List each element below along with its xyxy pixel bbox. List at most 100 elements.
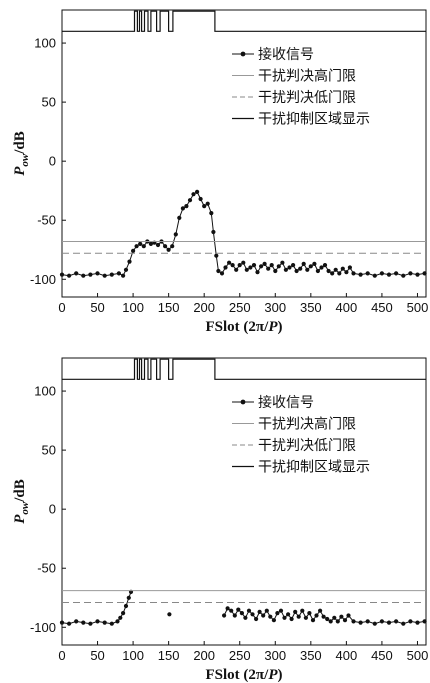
received-signal-point bbox=[95, 619, 100, 624]
received-signal-point bbox=[394, 271, 399, 276]
received-signal-point bbox=[408, 271, 413, 276]
x-tick-label: 0 bbox=[58, 648, 65, 663]
received-signal-point bbox=[163, 244, 168, 249]
received-signal-point bbox=[229, 608, 234, 613]
received-signal-point bbox=[358, 620, 363, 625]
x-tick-label: 350 bbox=[300, 648, 322, 663]
received-signal-point bbox=[322, 263, 328, 268]
received-signal-point bbox=[255, 270, 260, 275]
suppression-region-line bbox=[62, 10, 426, 32]
received-signal-point bbox=[286, 612, 291, 617]
x-tick-label: 400 bbox=[336, 648, 358, 663]
received-signal-point bbox=[269, 263, 274, 268]
received-signal-point bbox=[234, 267, 239, 272]
received-signal-point bbox=[365, 619, 370, 624]
y-tick-label: 100 bbox=[34, 36, 56, 51]
received-signal-point bbox=[205, 201, 210, 206]
received-signal-point bbox=[59, 620, 65, 625]
received-signal-point bbox=[230, 263, 235, 268]
received-signal-point bbox=[95, 271, 100, 276]
received-signal-point bbox=[330, 271, 335, 276]
received-signal-point bbox=[310, 618, 316, 623]
received-signal-point bbox=[237, 263, 242, 268]
x-tick-label: 250 bbox=[229, 300, 251, 315]
received-signal-point bbox=[300, 608, 305, 613]
received-signal-point bbox=[167, 612, 172, 617]
legend-label: 干扰抑制区域显示 bbox=[258, 112, 370, 128]
y-tick-label: 100 bbox=[34, 384, 56, 399]
received-signal-point bbox=[319, 265, 324, 270]
received-signal-point bbox=[219, 271, 225, 276]
x-tick-label: 250 bbox=[229, 648, 251, 663]
received-signal-point bbox=[138, 241, 143, 246]
received-signal-point bbox=[379, 271, 384, 276]
received-signal-point bbox=[321, 614, 326, 619]
received-signal-point bbox=[301, 261, 306, 266]
received-signal-point bbox=[254, 616, 259, 622]
legend-label: 干扰判决低门限 bbox=[258, 90, 356, 106]
received-signal-point bbox=[335, 619, 340, 624]
received-signal-point bbox=[59, 272, 65, 277]
received-signal-point bbox=[386, 272, 392, 277]
received-signal-point bbox=[372, 621, 377, 626]
received-signal-point bbox=[257, 609, 262, 615]
received-signal-point bbox=[121, 273, 126, 278]
received-signal-point bbox=[223, 265, 228, 270]
received-signal-point bbox=[401, 273, 406, 278]
received-signal-point bbox=[198, 196, 203, 202]
received-signal-point bbox=[351, 271, 356, 276]
received-signal-point bbox=[266, 266, 271, 271]
received-signal-point bbox=[326, 268, 331, 274]
received-signal-point bbox=[358, 272, 363, 277]
received-signal-point bbox=[318, 608, 323, 613]
received-signal-point bbox=[148, 241, 153, 246]
chart-panel-1: 0 50 100 150 200 250 300 350 400 450 500100500-50-… bbox=[12, 9, 429, 335]
received-signal-point bbox=[273, 268, 278, 274]
received-signal-point bbox=[74, 619, 79, 624]
received-signal-point bbox=[415, 272, 420, 277]
chart-panel-2: 0 50 100 150 200 250 300 350 400 450 500100500-50-… bbox=[12, 357, 428, 683]
received-signal-point bbox=[314, 613, 319, 618]
legend-label: 干扰判决高门限 bbox=[258, 416, 356, 433]
x-tick-label: 500 bbox=[407, 300, 429, 315]
received-signal-point bbox=[264, 608, 269, 613]
received-signal-point bbox=[278, 608, 284, 613]
received-signal-point bbox=[259, 264, 264, 269]
received-signal-point bbox=[244, 267, 249, 272]
received-signal-point bbox=[379, 619, 384, 624]
y-tick-label: -50 bbox=[37, 561, 56, 576]
x-tick-label: 200 bbox=[193, 300, 215, 315]
received-signal-point bbox=[287, 265, 292, 270]
received-signal-point bbox=[262, 261, 267, 266]
x-tick-label: 100 bbox=[122, 648, 144, 663]
received-signal-point bbox=[81, 273, 86, 278]
received-signal-point bbox=[88, 621, 93, 626]
received-signal-point bbox=[177, 215, 182, 220]
received-signal-point bbox=[296, 614, 301, 619]
received-signal-point bbox=[408, 619, 413, 624]
received-signal-point bbox=[275, 611, 280, 616]
received-signal-point bbox=[134, 244, 139, 249]
received-signal-point bbox=[166, 247, 171, 252]
received-signal-point bbox=[308, 264, 313, 269]
y-tick-label: -100 bbox=[30, 272, 56, 287]
received-signal-point bbox=[246, 608, 252, 613]
x-tick-label: 450 bbox=[371, 300, 393, 315]
x-tick-label: 150 bbox=[158, 648, 180, 663]
received-signal-point bbox=[131, 248, 136, 253]
received-signal-point bbox=[191, 192, 196, 197]
received-signal-point bbox=[232, 613, 237, 618]
received-signal-point bbox=[344, 270, 349, 275]
plot-frame bbox=[61, 9, 427, 298]
received-signal-point bbox=[121, 611, 126, 616]
x-tick-label: 450 bbox=[371, 648, 393, 663]
received-signal-point bbox=[127, 259, 132, 264]
received-signal-point bbox=[118, 615, 123, 620]
received-signal-point bbox=[332, 615, 337, 620]
suppression-region-line bbox=[62, 358, 426, 380]
received-signal-point bbox=[333, 267, 338, 272]
received-signal-point bbox=[303, 615, 308, 620]
received-signal-point bbox=[394, 619, 399, 624]
x-tick-label: 200 bbox=[193, 648, 215, 663]
